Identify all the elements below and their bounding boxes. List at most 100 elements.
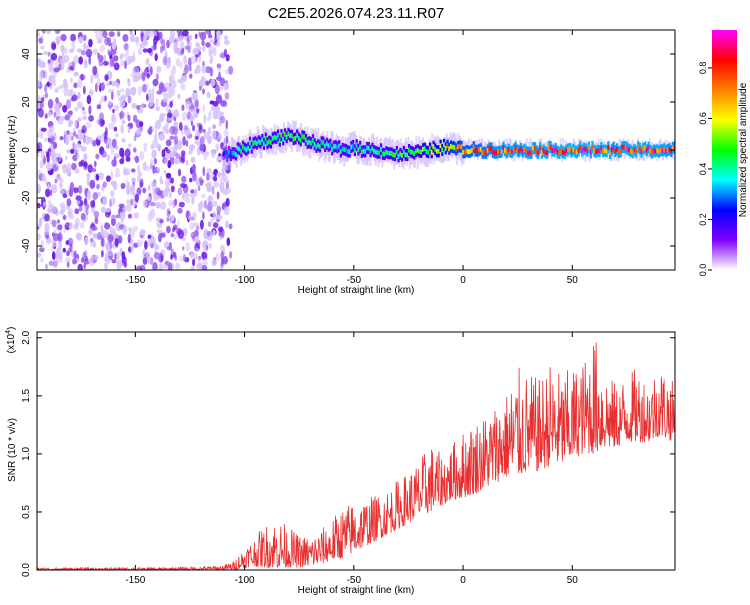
trace-core <box>565 148 568 153</box>
trace-core <box>528 150 531 156</box>
noise-blob <box>207 126 211 136</box>
noise-blob <box>39 246 45 253</box>
noise-blob <box>97 118 101 125</box>
noise-blob <box>182 246 185 251</box>
noise-blob <box>151 182 157 192</box>
noise-blob <box>197 54 202 64</box>
noise-blob <box>142 257 148 265</box>
trace-core <box>390 150 393 156</box>
noise-blob <box>106 81 110 87</box>
noise-blob <box>170 214 175 222</box>
trace-core <box>429 146 432 151</box>
noise-blob <box>192 258 196 267</box>
noise-blob <box>210 78 216 87</box>
noise-blob <box>109 80 112 85</box>
noise-blob <box>177 93 181 100</box>
trace-core <box>666 147 669 153</box>
noise-blob <box>123 167 127 176</box>
noise-blob <box>40 257 44 263</box>
trace-halo <box>481 138 483 153</box>
noise-blob <box>62 193 68 198</box>
noise-blob <box>53 260 58 268</box>
trace-core <box>456 144 460 150</box>
noise-blob <box>133 212 140 219</box>
noise-blob <box>212 47 217 57</box>
trace-halo <box>348 132 351 157</box>
noise-blob <box>201 40 205 46</box>
noise-blob <box>125 156 131 162</box>
noise-blob <box>203 245 208 253</box>
noise-blob <box>54 179 58 184</box>
trace-core <box>369 148 372 154</box>
noise-blob <box>176 30 182 35</box>
noise-blob <box>65 222 70 227</box>
trace-core <box>450 144 453 149</box>
trace-halo <box>562 138 565 153</box>
noise-blob <box>133 114 138 123</box>
noise-blob <box>156 244 160 251</box>
trace-halo <box>302 132 305 157</box>
noise-blob <box>208 110 212 120</box>
noise-blob <box>170 254 173 260</box>
noise-blob <box>72 131 77 137</box>
figure-title: C2E5.2026.074.23.11.R07 <box>268 5 445 22</box>
trace-core <box>325 141 328 147</box>
noise-blob <box>184 64 189 74</box>
noise-blob <box>40 127 47 132</box>
noise-blob <box>47 183 50 190</box>
noise-blob <box>110 170 114 180</box>
noise-blob <box>155 98 159 107</box>
noise-blob <box>225 119 229 130</box>
noise-blob <box>74 208 80 215</box>
trace-core <box>366 145 369 151</box>
noise-blob <box>65 162 72 173</box>
noise-blob <box>77 134 83 141</box>
trace-core <box>336 145 339 150</box>
noise-blob <box>109 58 113 68</box>
noise-blob <box>164 178 171 187</box>
noise-blob <box>173 43 178 53</box>
noise-blob <box>97 77 101 87</box>
noise-blob <box>173 234 178 240</box>
noise-blob <box>170 86 176 96</box>
noise-blob <box>122 225 128 236</box>
noise-blob <box>228 223 233 230</box>
noise-blob <box>58 176 62 182</box>
trace-core <box>476 148 479 154</box>
trace-core <box>371 146 374 152</box>
noise-blob <box>177 229 184 239</box>
noise-blob <box>224 92 230 100</box>
trace-core <box>343 147 346 152</box>
noise-blob <box>169 135 175 140</box>
noise-blob <box>154 133 158 142</box>
noise-blob <box>181 175 187 183</box>
colorbar-axis: 0.0 0.2 0.4 0.6 0.8 <box>698 62 712 276</box>
trace-core <box>374 149 377 155</box>
noise-blob <box>177 168 182 177</box>
noise-blob <box>216 31 221 41</box>
noise-blob <box>111 91 114 101</box>
noise-blob <box>104 222 111 230</box>
noise-blob <box>121 251 126 260</box>
noise-blob <box>145 58 150 65</box>
colorbar: 0.0 0.2 0.4 0.6 0.8 Normalized spectral ampl… <box>698 30 749 276</box>
trace-core <box>610 147 613 153</box>
trace-core <box>659 147 662 153</box>
noise-blob <box>173 158 180 165</box>
trace-core <box>241 144 245 150</box>
trace-core <box>549 144 552 150</box>
noise-blob <box>214 84 220 95</box>
noise-blob <box>59 181 63 189</box>
noise-blob <box>68 110 74 116</box>
noise-blob <box>105 251 108 262</box>
noise-blob <box>107 42 113 47</box>
noise-blob <box>108 31 115 37</box>
trace-core <box>341 146 344 152</box>
trace-core <box>271 136 274 141</box>
noise-blob <box>176 219 180 227</box>
noise-blob <box>166 208 171 218</box>
trace-core <box>364 149 367 154</box>
noise-blob <box>167 262 173 270</box>
noise-blob <box>115 168 120 175</box>
